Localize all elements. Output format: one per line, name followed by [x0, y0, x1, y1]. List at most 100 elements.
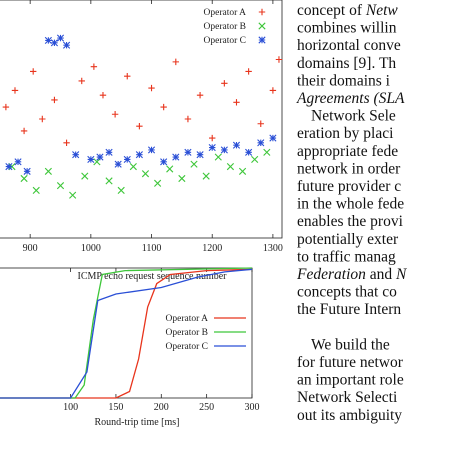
- scatter-point: [99, 92, 107, 99]
- text-run: Netw: [365, 2, 399, 19]
- text-line: concepts that co: [297, 284, 397, 301]
- scatter-point: [166, 165, 174, 173]
- scatter-point: [257, 139, 265, 147]
- legend-marker: [258, 22, 266, 30]
- x-tick-label: 1000: [81, 243, 101, 254]
- text-line: network in order: [297, 160, 401, 177]
- scatter-point: [105, 148, 113, 156]
- text-line: in the whole fede: [297, 196, 404, 213]
- scatter-point: [238, 167, 247, 175]
- text-run: concept of: [297, 2, 366, 19]
- scatter-point: [135, 151, 143, 159]
- scatter-point: [117, 186, 125, 194]
- cdf-line: [0, 268, 253, 399]
- text-line: enables the provi: [297, 213, 404, 230]
- text-run: to traffic manag: [297, 248, 396, 265]
- text-run: in the whole fede: [297, 196, 404, 213]
- scatter-point: [32, 186, 40, 194]
- plot-frame: [0, 0, 283, 239]
- scatter-point: [2, 103, 10, 111]
- scatter-point: [178, 174, 186, 183]
- scatter-point: [245, 68, 252, 75]
- text-run: We build the: [311, 336, 390, 353]
- scatter-point: [184, 115, 192, 123]
- text-run: N: [395, 266, 408, 283]
- text-run: Network Selecti: [297, 389, 398, 406]
- legend-marker: [258, 36, 266, 44]
- text-line: an important role: [297, 372, 404, 389]
- x-tick-label: 1300: [263, 243, 283, 254]
- scatter-point: [129, 163, 137, 171]
- text-run: Agreements (SLA: [296, 90, 405, 107]
- scatter-point: [220, 146, 228, 154]
- legend-label: Operator C: [166, 342, 208, 352]
- text-line: domains [9]. Th: [297, 55, 396, 72]
- legend-marker: [258, 8, 266, 16]
- scatter-point: [208, 143, 216, 152]
- scatter-point: [160, 158, 168, 166]
- scatter-point: [20, 174, 28, 183]
- text-run: their domains i: [297, 72, 391, 89]
- text-line: their domains i: [297, 72, 391, 89]
- text-line: appropriate fede: [297, 143, 398, 160]
- plot-frame: [0, 267, 253, 399]
- text-line: potentially exter: [297, 231, 399, 248]
- x-tick-label: 150: [108, 402, 123, 413]
- scatter-point: [257, 120, 264, 127]
- scatter-point: [147, 146, 156, 154]
- scatter-point: [172, 58, 180, 66]
- scatter-point: [62, 41, 71, 49]
- scatter-point: [226, 163, 235, 171]
- text-line: the Future Intern: [297, 301, 401, 318]
- scatter-point: [160, 103, 167, 111]
- text-line: for future networ: [297, 354, 404, 371]
- x-tick-label: 200: [154, 402, 169, 413]
- scatter-point: [72, 151, 80, 159]
- scatter-point: [190, 160, 198, 168]
- text-run: future provider c: [297, 178, 401, 195]
- x-axis-label: Round-trip time [ms]: [95, 417, 180, 428]
- text-line: We build the: [311, 336, 390, 353]
- scatter-point: [251, 155, 259, 164]
- text-run: eration by placi: [297, 125, 394, 142]
- scatter-point: [5, 163, 13, 171]
- scatter-point: [196, 151, 204, 159]
- text-line: Agreements (SLA: [296, 90, 405, 107]
- text-run: appropriate fede: [297, 143, 398, 160]
- scatter-point: [245, 148, 253, 156]
- text-run: network in order: [297, 160, 401, 177]
- legend-label: Operator C: [204, 36, 246, 46]
- scatter-point: [14, 158, 22, 166]
- scatter-point: [44, 167, 52, 175]
- scatter-point: [233, 99, 240, 106]
- text-run: and: [366, 266, 396, 283]
- text-run: domains [9]. Th: [297, 55, 396, 72]
- text-line: Federation and N: [296, 266, 408, 283]
- scatter-point: [78, 77, 85, 85]
- text-run: potentially exter: [297, 231, 399, 248]
- x-tick-label: 1100: [142, 243, 162, 254]
- text-line: concept of Netw: [297, 2, 398, 19]
- x-tick-label: 300: [245, 402, 260, 413]
- legend-label: Operator A: [166, 314, 209, 324]
- scatter-point: [29, 68, 37, 75]
- text-run: enables the provi: [297, 213, 404, 230]
- figures: 900 1000 1100 1200 1300 ICMP echo request seq…: [0, 0, 283, 428]
- scatter-point: [209, 134, 216, 142]
- scatter-point: [263, 148, 271, 156]
- scatter-point: [184, 148, 192, 156]
- x-tick-label: 900: [23, 243, 38, 254]
- scatter-point: [51, 96, 58, 104]
- scatter-point: [141, 170, 150, 178]
- chart: 900 1000 1100 1200 1300 ICMP echo request seq…: [0, 0, 283, 282]
- scatter-point: [148, 84, 155, 92]
- scatter-point: [269, 87, 277, 94]
- scatter-point: [23, 167, 31, 175]
- scatter-point: [90, 63, 98, 70]
- text-line: Network Selecti: [297, 389, 398, 406]
- text-line: horizontal conve: [297, 37, 401, 54]
- scatter-point: [154, 179, 162, 187]
- scatter-point: [114, 160, 122, 168]
- scatter-point: [221, 80, 228, 87]
